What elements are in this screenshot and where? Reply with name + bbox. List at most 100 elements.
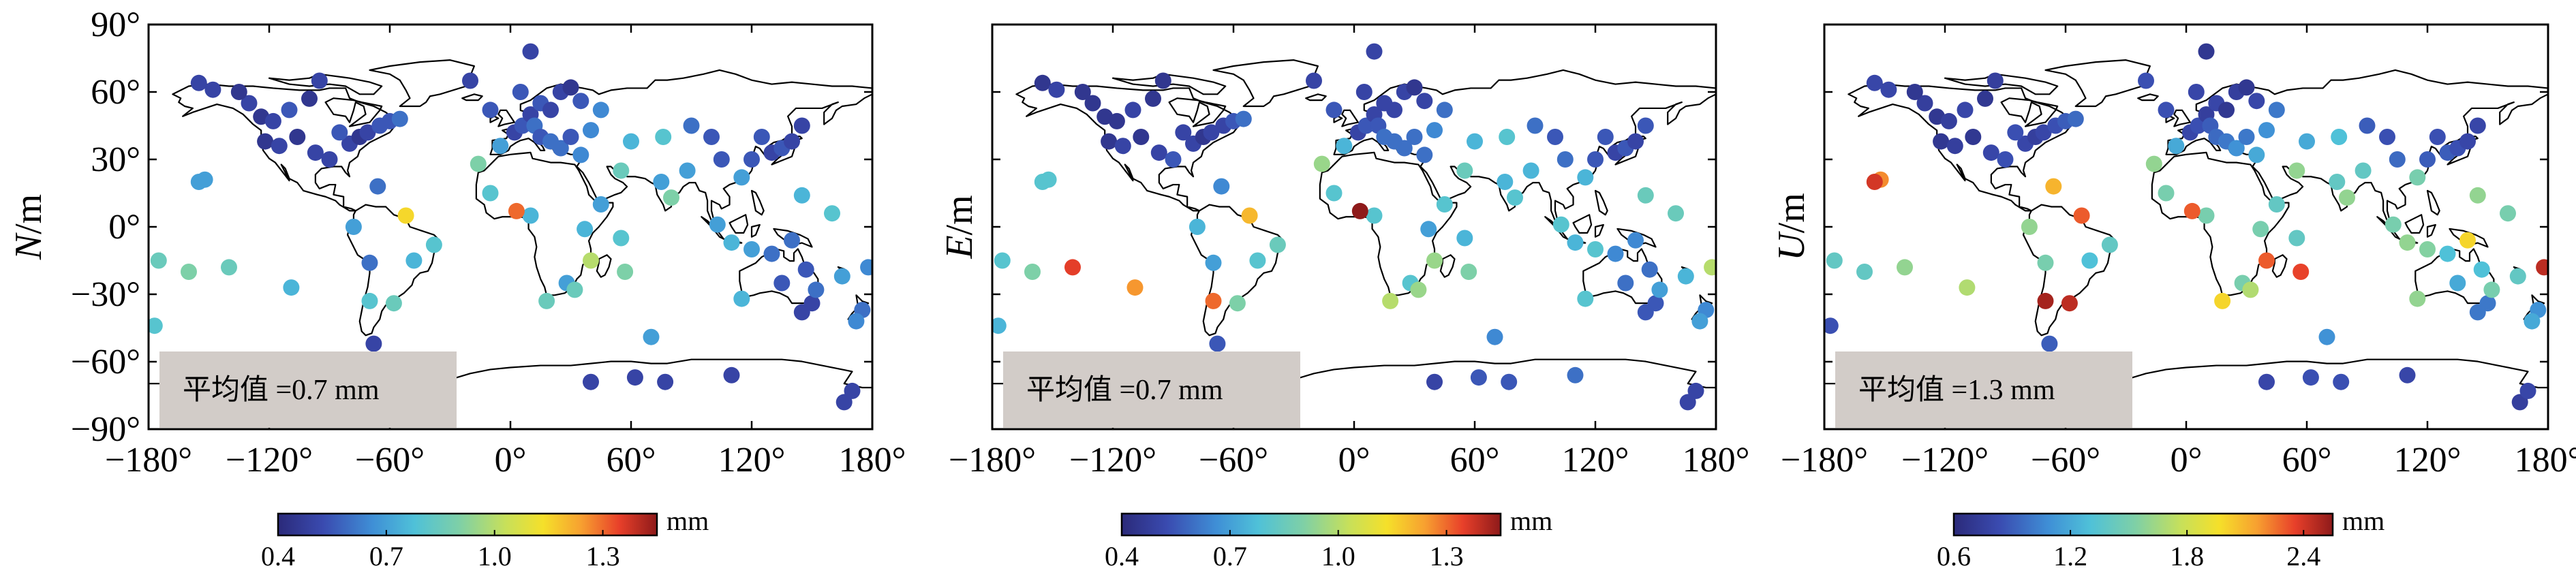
colorbar-tick-label: 0.4 bbox=[261, 541, 295, 572]
x-tick-label: −120° bbox=[1069, 441, 1156, 480]
station-point bbox=[2524, 313, 2541, 330]
y-tick-label: 0° bbox=[108, 208, 140, 247]
station-point bbox=[1567, 366, 1584, 384]
station-point bbox=[572, 146, 589, 163]
station-point bbox=[723, 234, 740, 251]
station-point bbox=[2331, 129, 2348, 145]
station-point bbox=[1355, 84, 1373, 100]
station-point bbox=[2198, 207, 2215, 224]
station-point bbox=[1145, 90, 1161, 107]
station-point bbox=[2459, 232, 2476, 249]
station-point bbox=[1637, 187, 1654, 204]
station-point bbox=[2041, 335, 2058, 352]
station-point bbox=[2409, 290, 2426, 307]
station-point bbox=[992, 317, 1007, 334]
colorbar-unit: mm bbox=[2342, 505, 2385, 536]
station-point bbox=[1826, 252, 1843, 269]
station-point bbox=[1651, 281, 1668, 298]
station-point bbox=[2429, 129, 2446, 145]
x-tick-label: −60° bbox=[1199, 441, 1268, 480]
station-point bbox=[2500, 205, 2516, 222]
x-tick-label: −180° bbox=[1781, 441, 1868, 480]
station-point bbox=[361, 254, 378, 271]
station-point bbox=[1456, 162, 1473, 179]
x-tick-label: 60° bbox=[2282, 441, 2332, 480]
station-point bbox=[2248, 146, 2265, 163]
station-point bbox=[2419, 241, 2436, 257]
station-point bbox=[2355, 162, 2372, 179]
station-point bbox=[1205, 292, 1222, 309]
station-point bbox=[562, 129, 579, 145]
x-tick-label: 0° bbox=[495, 441, 527, 480]
station-point bbox=[1150, 144, 1167, 161]
mean-value-label: 平均值 =1.3 mm bbox=[1858, 375, 2055, 406]
station-point bbox=[2045, 178, 2062, 195]
station-point bbox=[1024, 264, 1041, 280]
station-point bbox=[2073, 207, 2090, 224]
station-point bbox=[763, 245, 780, 262]
station-point bbox=[2385, 216, 2402, 233]
colorbar: 0.6 1.2 1.8 2.4 mm bbox=[1937, 505, 2385, 572]
station-point bbox=[1940, 112, 1957, 129]
station-point bbox=[1527, 117, 1544, 134]
station-point bbox=[566, 281, 583, 298]
station-point bbox=[2138, 72, 2154, 89]
station-point bbox=[1965, 129, 1982, 145]
station-point bbox=[1366, 207, 1383, 224]
station-point bbox=[1203, 124, 1220, 141]
station-point bbox=[2288, 230, 2305, 247]
station-point bbox=[1436, 196, 1453, 213]
station-point bbox=[743, 241, 760, 257]
mean-box bbox=[159, 351, 457, 428]
station-point bbox=[512, 84, 529, 100]
station-point bbox=[793, 187, 810, 204]
colorbar-tick-label: 1.0 bbox=[478, 541, 512, 572]
station-point bbox=[1916, 95, 1933, 112]
station-point bbox=[369, 178, 386, 195]
station-point bbox=[1957, 101, 1974, 119]
station-point bbox=[2479, 295, 2496, 312]
station-point bbox=[1687, 382, 1704, 399]
y-tick-label: 60° bbox=[91, 73, 140, 112]
colorbar-tick-label: 1.3 bbox=[586, 541, 620, 572]
station-point bbox=[1997, 151, 2014, 168]
panel-axis-label: E/m bbox=[938, 195, 981, 259]
y-tick-label: 30° bbox=[91, 140, 140, 179]
station-point bbox=[1486, 328, 1503, 345]
colorbar-tick-label: 1.0 bbox=[1321, 541, 1355, 572]
colorbar-tick-label: 0.6 bbox=[1937, 541, 1971, 572]
station-point bbox=[2288, 162, 2305, 179]
station-point bbox=[345, 219, 362, 235]
station-point bbox=[2509, 268, 2526, 285]
station-point bbox=[221, 259, 237, 276]
panel-axis-label: N/m bbox=[7, 194, 50, 260]
station-point bbox=[1597, 129, 1614, 145]
station-point bbox=[1587, 151, 1604, 168]
station-point bbox=[2302, 369, 2319, 386]
mean-box bbox=[1003, 351, 1300, 428]
station-point bbox=[1034, 174, 1051, 190]
station-point bbox=[283, 279, 300, 296]
station-point bbox=[626, 369, 643, 386]
station-point bbox=[1499, 129, 1516, 145]
station-point bbox=[1880, 81, 1897, 98]
station-point bbox=[2214, 292, 2231, 309]
station-point bbox=[683, 117, 700, 134]
station-point bbox=[1641, 261, 1658, 278]
station-point bbox=[583, 252, 599, 269]
station-point bbox=[1436, 101, 1453, 119]
station-point bbox=[2439, 245, 2456, 262]
station-point bbox=[2021, 219, 2038, 235]
mean-box bbox=[1835, 351, 2132, 428]
station-point bbox=[281, 101, 298, 119]
station-point bbox=[311, 72, 328, 89]
station-point bbox=[784, 133, 800, 150]
station-point bbox=[204, 81, 221, 98]
station-point bbox=[2248, 93, 2265, 110]
station-point bbox=[1977, 90, 1993, 107]
colorbar-tick-label: 0.7 bbox=[1213, 541, 1247, 572]
coastline bbox=[992, 59, 1716, 389]
map-panel-2: −180° −120° −60° 0° 60° 120° 180° E/m 平均值 =0.7 m… bbox=[938, 23, 1749, 572]
station-point bbox=[289, 129, 306, 145]
